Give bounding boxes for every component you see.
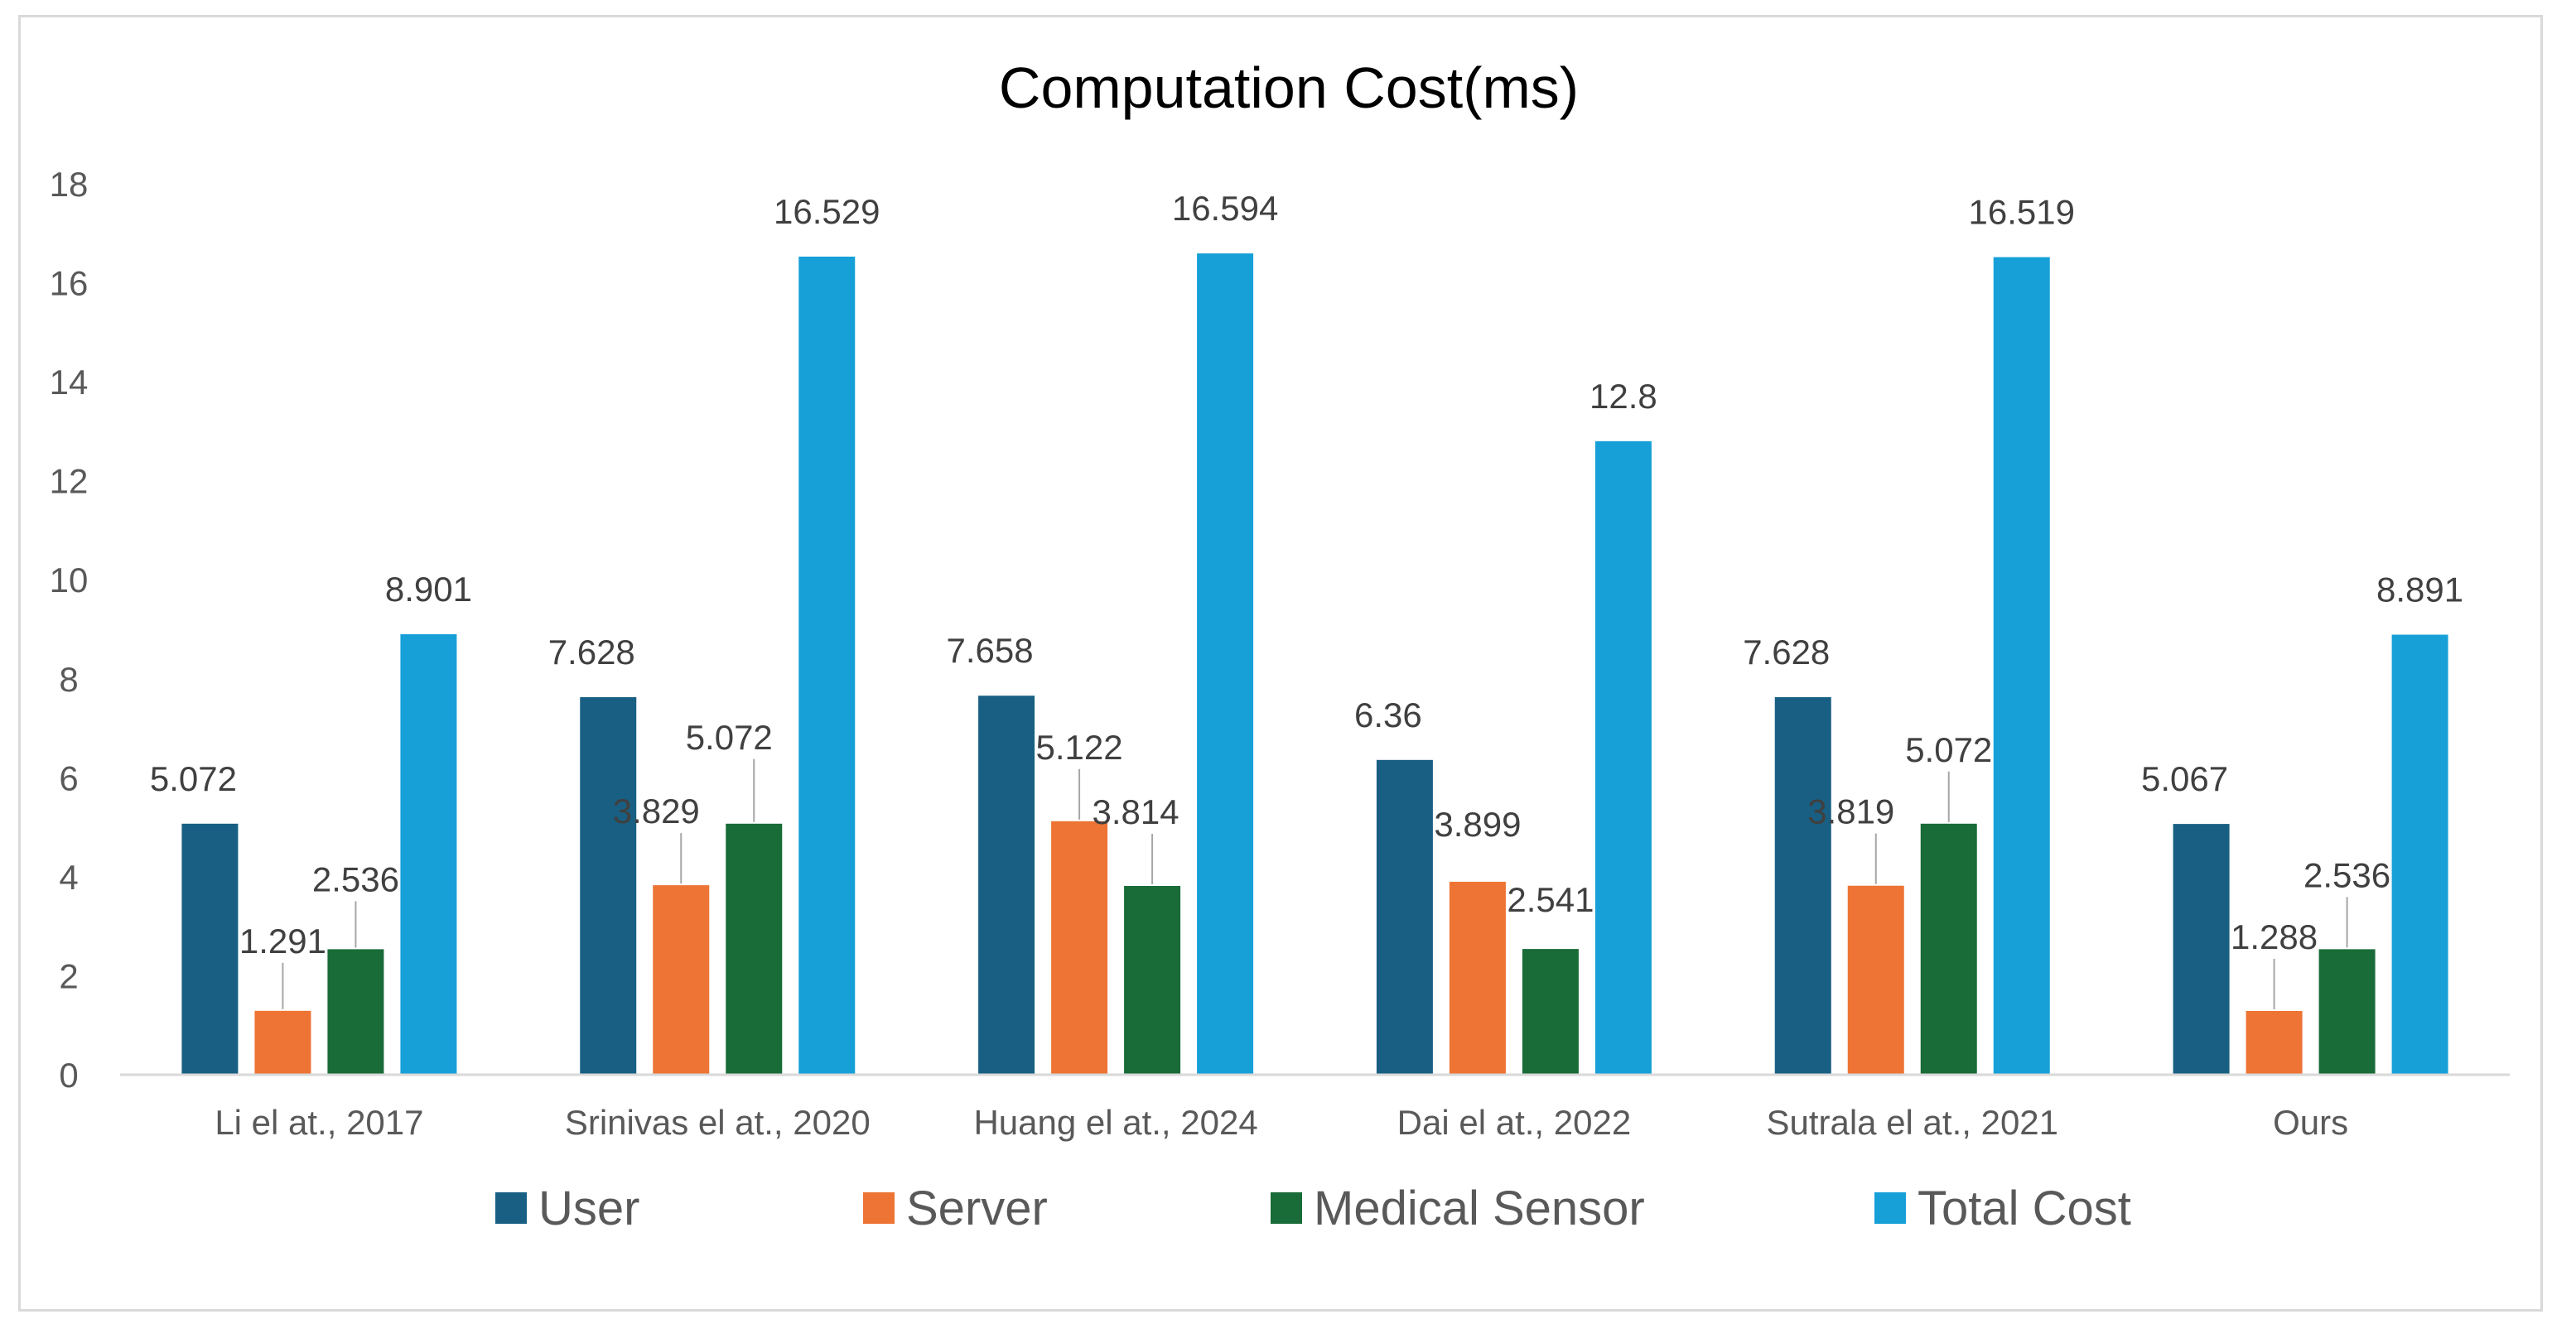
bar-user (181, 823, 239, 1075)
y-tick-label: 8 (59, 660, 78, 699)
y-tick-label: 2 (59, 956, 78, 995)
data-label: 5.072 (150, 759, 237, 798)
y-tick-label: 12 (50, 462, 89, 501)
data-label: 3.829 (613, 792, 700, 830)
bar-medical-sensor (1920, 823, 1977, 1075)
bar-total-cost (400, 633, 457, 1075)
y-tick-label: 0 (59, 1056, 78, 1095)
y-tick-label: 6 (59, 758, 78, 797)
x-tick-label: Dai el at., 2022 (1397, 1103, 1632, 1142)
legend-label: Server (906, 1182, 1048, 1235)
bar-user (978, 696, 1035, 1075)
bar-medical-sensor (1124, 886, 1181, 1075)
bar-medical-sensor (2318, 949, 2376, 1075)
y-tick-label: 10 (50, 561, 89, 599)
bar-medical-sensor (327, 949, 384, 1075)
y-tick-label: 14 (50, 363, 89, 402)
data-label: 2.536 (2303, 855, 2390, 894)
bars (181, 253, 2448, 1075)
bar-medical-sensor (1522, 949, 1579, 1075)
y-tick-label: 4 (59, 858, 78, 897)
data-label: 12.8 (1589, 377, 1657, 416)
data-label: 1.291 (239, 922, 326, 960)
bar-user (1774, 697, 1831, 1075)
x-tick-label: Ours (2273, 1103, 2348, 1142)
bar-total-cost (1197, 253, 1254, 1075)
bar-server (254, 1010, 311, 1075)
x-tick-label: Sutrala el at., 2021 (1766, 1103, 2058, 1142)
data-label: 3.819 (1807, 792, 1894, 831)
y-tick-label: 18 (50, 165, 89, 204)
bar-server (653, 885, 710, 1075)
y-axis: 0 2 4 6 8 10 12 14 16 18 (50, 165, 89, 1095)
bar-total-cost (1594, 440, 1652, 1075)
data-label: 7.658 (947, 631, 1034, 670)
legend-swatch-user (495, 1192, 527, 1224)
legend-swatch-server (863, 1192, 895, 1224)
bar-server (2246, 1011, 2303, 1075)
data-label: 16.519 (1969, 193, 2075, 232)
chart-title: Computation Cost(ms) (999, 55, 1579, 120)
x-tick-label: Li el at., 2017 (215, 1103, 423, 1142)
legend: User Server Medical Sensor Total Cost (495, 1182, 2131, 1235)
data-label: 5.072 (1905, 730, 1992, 769)
legend-label: Medical Sensor (1314, 1182, 1645, 1235)
legend-swatch-medical-sensor (1271, 1192, 1302, 1224)
legend-label: Total Cost (1918, 1182, 2131, 1235)
data-label: 8.901 (385, 570, 472, 609)
x-tick-label: Huang el at., 2024 (973, 1103, 1257, 1142)
data-label: 5.122 (1036, 728, 1123, 767)
bar-server (1847, 885, 1904, 1075)
data-label: 6.36 (1354, 696, 1422, 734)
data-label: 5.067 (2141, 759, 2228, 798)
data-label: 16.594 (1172, 189, 1278, 228)
legend-label: User (538, 1182, 639, 1235)
data-label: 2.541 (1507, 880, 1594, 919)
data-label: 7.628 (548, 633, 635, 672)
data-label: 5.072 (686, 718, 773, 757)
bar-user (2173, 824, 2230, 1075)
bar-total-cost (2391, 634, 2448, 1075)
bar-server (1449, 881, 1506, 1075)
bar-medical-sensor (726, 823, 783, 1075)
data-label: 7.628 (1743, 633, 1830, 672)
data-label: 3.814 (1093, 792, 1179, 831)
bar-total-cost (798, 256, 856, 1075)
bar-user (580, 697, 637, 1075)
x-tick-label: Srinivas el at., 2020 (565, 1103, 871, 1142)
legend-swatch-total-cost (1874, 1192, 1906, 1224)
data-labels: 5.072 1.291 2.536 8.901 7.628 3.829 5.072 16.52… (150, 189, 2463, 1010)
bar-server (1051, 821, 1108, 1075)
bar-user (1376, 759, 1433, 1075)
data-label: 8.891 (2376, 570, 2463, 609)
x-axis: Li el at., 2017 Srinivas el at., 2020 Huan… (120, 1073, 2510, 1142)
data-label: 16.529 (774, 192, 880, 231)
data-label: 2.536 (312, 859, 399, 898)
bar-total-cost (1993, 257, 2050, 1075)
data-label: 3.899 (1434, 805, 1521, 844)
data-label: 1.288 (2231, 917, 2318, 956)
y-tick-label: 16 (50, 264, 89, 303)
